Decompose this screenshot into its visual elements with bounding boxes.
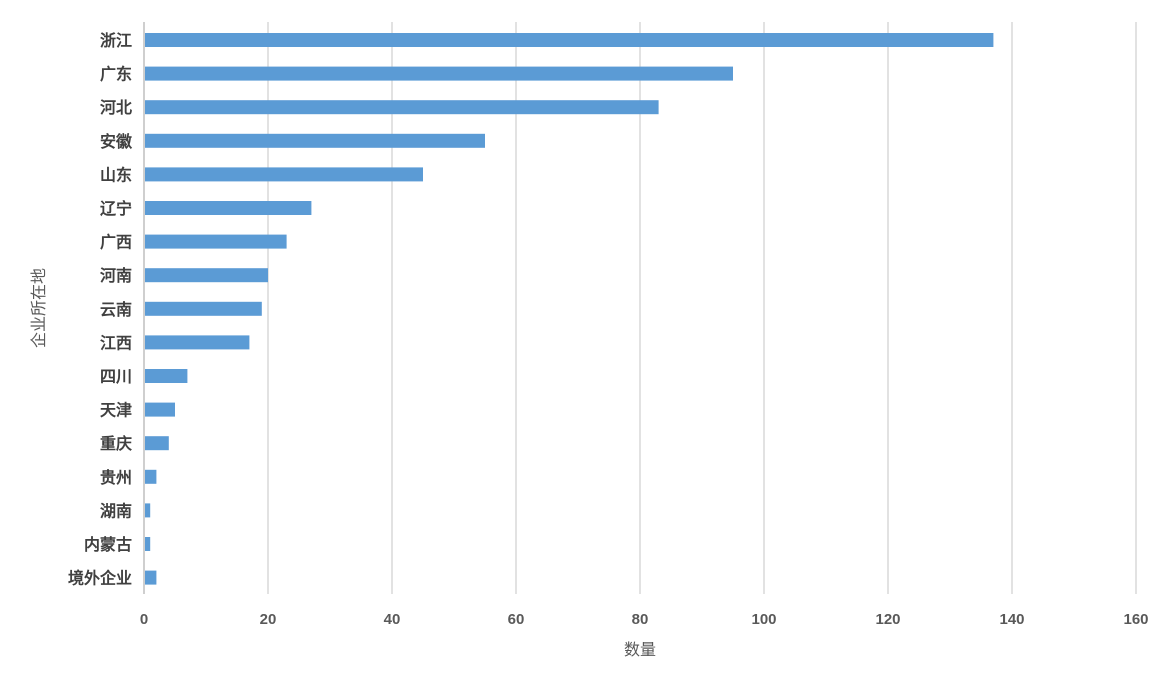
bar — [145, 436, 169, 451]
category-label: 广东 — [100, 65, 132, 84]
category-label: 贵州 — [100, 468, 132, 487]
bar — [145, 133, 485, 148]
category-label: 云南 — [100, 300, 132, 319]
category-label: 重庆 — [100, 434, 132, 453]
category-label: 山东 — [100, 165, 132, 184]
bar — [145, 469, 157, 484]
bar — [145, 503, 151, 518]
category-label: 浙江 — [100, 31, 132, 50]
bar — [145, 167, 423, 182]
bar — [145, 402, 175, 417]
x-tick-label: 40 — [384, 611, 401, 628]
bar — [145, 66, 733, 81]
y-axis-title: 企业所在地 — [29, 268, 48, 348]
bar — [145, 335, 250, 350]
bars — [145, 33, 994, 585]
x-tick-label: 100 — [751, 611, 776, 628]
category-label: 湖南 — [100, 501, 132, 520]
bar — [145, 369, 188, 383]
category-label: 河南 — [100, 266, 132, 285]
x-tick-label: 0 — [140, 611, 148, 628]
x-tick-label: 20 — [260, 611, 277, 628]
bar — [145, 100, 659, 115]
bar — [145, 570, 157, 585]
category-label: 境外企业 — [68, 569, 132, 588]
category-label: 江西 — [100, 333, 132, 352]
x-tick-label: 80 — [632, 611, 649, 628]
bar — [145, 301, 262, 316]
category-label: 内蒙古 — [84, 535, 132, 554]
x-tick-label: 160 — [1123, 611, 1148, 628]
x-tick-label: 120 — [875, 611, 900, 628]
category-label: 广西 — [100, 233, 132, 252]
bar — [145, 268, 268, 283]
x-axis-title: 数量 — [624, 640, 656, 659]
category-label: 四川 — [100, 367, 132, 386]
x-tick-label: 140 — [999, 611, 1024, 628]
x-tick-label: 60 — [508, 611, 525, 628]
bar — [145, 33, 994, 47]
category-label: 天津 — [100, 401, 132, 420]
bar — [145, 201, 312, 215]
x-tick-labels: 0 20 40 60 80 100 120 140 160 — [140, 611, 1149, 628]
grid-lines — [267, 22, 1137, 594]
category-label: 安徽 — [100, 132, 133, 151]
category-label: 辽宁 — [100, 199, 132, 218]
category-label: 河北 — [100, 98, 132, 117]
bar — [145, 537, 151, 551]
bar — [145, 234, 287, 249]
